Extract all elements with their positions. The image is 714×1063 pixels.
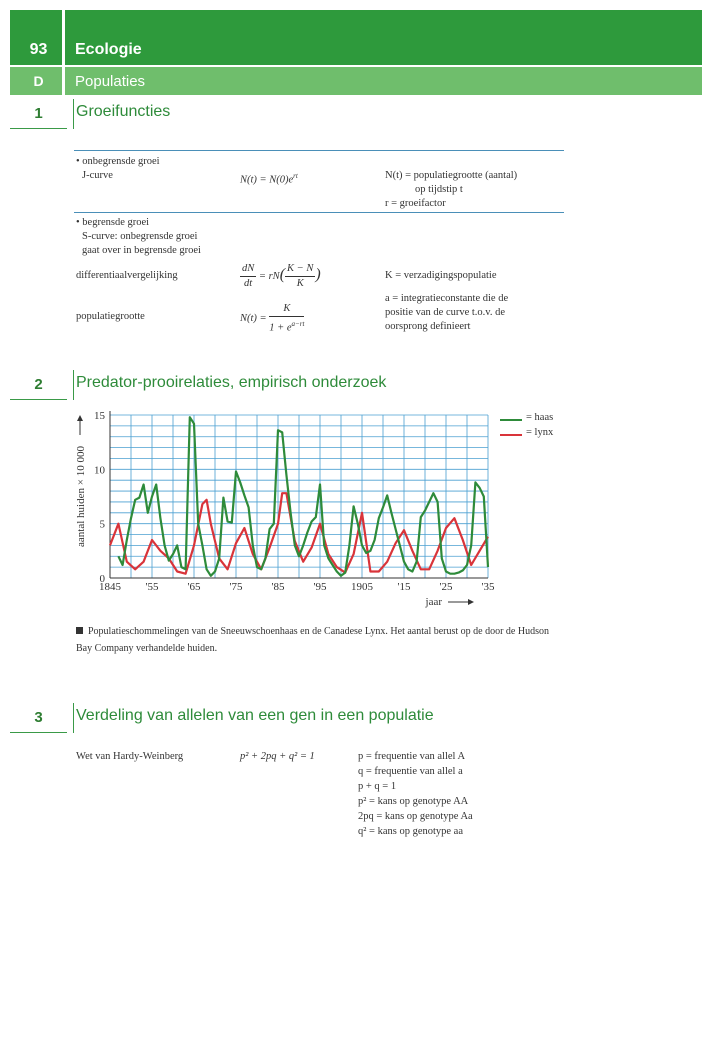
subchapter-header: D Populaties [10, 67, 702, 95]
nt-description: N(t) = populatiegrootte (aantal) [385, 170, 518, 181]
a-description-2: positie van de curve t.o.v. de [385, 307, 506, 318]
table-rule [74, 212, 564, 213]
a-description-3: oorsprong definieert [385, 321, 471, 332]
x-tick-label: '55 [146, 581, 159, 593]
header-divider [62, 10, 65, 95]
subchapter-letter: D [33, 73, 44, 89]
r-description: r = groeifactor [385, 198, 446, 209]
subchapter-title: Populaties [75, 73, 146, 90]
hardy-weinberg-line: p = frequentie van allel A [358, 751, 466, 762]
y-axis-label: aantal huiden × 10 000 [75, 446, 87, 547]
x-tick-label: '65 [188, 581, 201, 593]
section-divider [73, 99, 74, 129]
y-tick-label: 15 [94, 410, 106, 422]
section-2-header: 2 Predator-prooirelaties, empirisch onde… [10, 370, 702, 400]
section-underline [10, 128, 67, 129]
hardy-weinberg-line: p + q = 1 [358, 781, 397, 792]
chapter-title: Ecologie [75, 41, 142, 58]
table-rule [74, 150, 564, 151]
section-1-header: 1 Groeifuncties [10, 99, 702, 129]
section-number: 1 [34, 105, 43, 122]
scurve-label: S-curve: onbegrensde groei [82, 231, 198, 242]
section-number: 3 [34, 709, 43, 726]
k-description: K = verzadigingspopulatie [385, 270, 497, 281]
y-axis-arrowhead [77, 415, 83, 421]
section-divider [73, 370, 74, 400]
x-axis-arrowhead [468, 599, 474, 605]
bounded-growth-label: • begrensde groei [76, 217, 150, 228]
section-underline [10, 399, 67, 400]
x-tick-label: 1905 [351, 581, 374, 593]
x-tick-label: '95 [314, 581, 327, 593]
section-title: Verdeling van allelen van een gen in een… [76, 707, 434, 724]
section-3-header: 3 Verdeling van allelen van een gen in e… [10, 703, 702, 733]
section-number: 2 [34, 376, 43, 393]
legend-label-haas: = haas [526, 412, 554, 423]
jcurve-formula: N(t) = N(0)ert [240, 172, 298, 186]
x-tick-label: '15 [398, 581, 411, 593]
legend-label-lynx: = lynx [526, 427, 554, 438]
x-tick-label: '25 [440, 581, 453, 593]
differential-formula: dN dt = rN( K − N K ) [240, 263, 321, 289]
unbounded-growth-label: • onbegrensde groei [76, 156, 160, 167]
legend-swatch-haas [500, 419, 522, 421]
hardy-weinberg-line: q = frequentie van allel a [358, 766, 463, 777]
section-underline [10, 732, 67, 733]
series-line-haas [117, 416, 490, 577]
chapter-header: 93 Ecologie [10, 10, 702, 65]
legend-swatch-lynx [500, 434, 522, 436]
y-tick-label: 10 [94, 464, 106, 476]
x-tick-label: 1845 [99, 581, 122, 593]
a-description: a = integratieconstante die de [385, 293, 509, 304]
y-tick-label: 0 [100, 573, 106, 585]
hardy-weinberg-label: Wet van Hardy-Weinberg [76, 751, 184, 762]
hardy-weinberg-line: 2pq = kans op genotype Aa [358, 811, 473, 822]
figure-caption: Populatieschommelingen van de Sneeuwscho… [76, 626, 549, 654]
section-title: Groeifuncties [76, 103, 171, 120]
nt-description-2: op tijdstip t [415, 184, 463, 195]
x-axis-label: jaar [425, 596, 443, 608]
population-size-label: populatiegrootte [76, 311, 145, 322]
section-divider [73, 703, 74, 733]
population-chart: 0 5 10 15 1845 '55 '65 '75 '85 '95 1905 '15 '25 '35 aa… [75, 410, 495, 608]
population-formula: N(t) = K 1 + ea−rt [240, 303, 305, 334]
hardy-weinberg-line: q² = kans op genotype aa [358, 826, 463, 837]
x-tick-label: '85 [272, 581, 285, 593]
y-tick-label: 5 [100, 519, 106, 531]
jcurve-label: J-curve [82, 170, 113, 181]
page-number: 93 [29, 41, 48, 58]
x-tick-label: '75 [230, 581, 243, 593]
differential-label: differentiaalvergelijking [76, 270, 178, 281]
hardy-weinberg-line: p² = kans op genotype AA [358, 796, 469, 807]
caption-bullet-icon [76, 627, 83, 634]
x-tick-label: '35 [482, 581, 495, 593]
section-title: Predator-prooirelaties, empirisch onderz… [76, 374, 387, 391]
scurve-label-2: gaat over in begrensde groei [82, 245, 201, 256]
hardy-weinberg-formula: p² + 2pq + q² = 1 [240, 751, 315, 762]
